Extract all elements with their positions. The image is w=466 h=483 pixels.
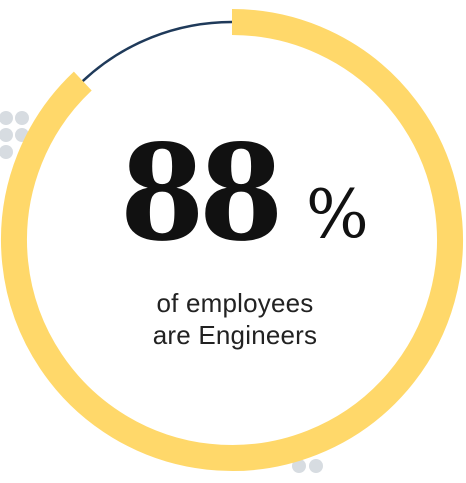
decor-dot [0, 128, 13, 142]
decor-dot [0, 111, 13, 125]
percent-sign: % [306, 176, 369, 253]
stat-number: 88 [120, 116, 283, 271]
stat-caption-line1: of employees [156, 288, 314, 318]
decor-dot [15, 111, 29, 125]
stat-value: 88 % [120, 128, 380, 260]
decor-dot [0, 145, 13, 159]
decor-dot [292, 459, 306, 473]
decorative-dots [0, 111, 323, 473]
ring-remainder-arc [81, 20, 233, 82]
stat-caption-line2: are Engineers [152, 320, 318, 350]
decor-dot [309, 459, 323, 473]
ring-value-arc [1, 9, 463, 471]
